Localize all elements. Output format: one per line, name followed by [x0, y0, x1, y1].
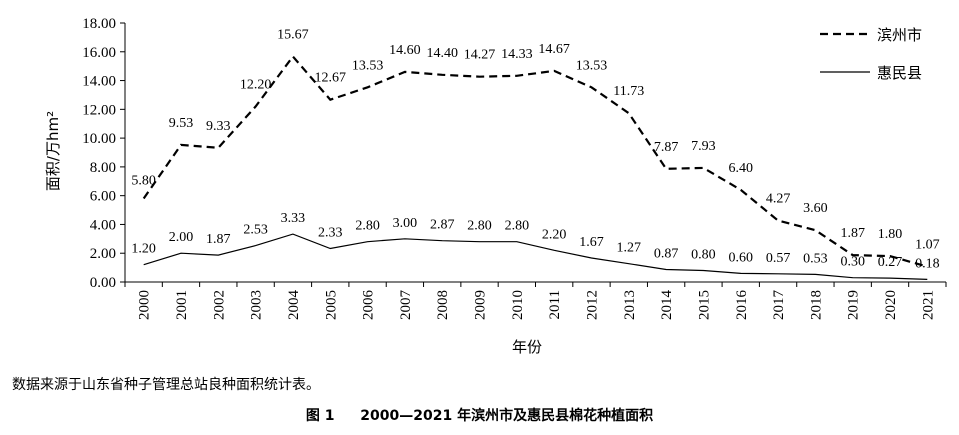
data-label-binzhou: 14.40 [426, 46, 458, 61]
data-label-binzhou: 1.80 [878, 227, 903, 242]
source-note: 数据来源于山东省种子管理总站良种面积统计表。 [12, 377, 320, 393]
data-label-huimin: 2.80 [505, 219, 530, 234]
x-tick-label: 2002 [211, 290, 227, 320]
data-label-binzhou: 14.27 [464, 48, 496, 63]
x-tick-label: 2000 [137, 290, 153, 320]
data-label-binzhou: 9.33 [206, 119, 231, 134]
x-tick-label: 2004 [286, 290, 302, 321]
data-label-binzhou: 12.20 [240, 77, 272, 92]
line-chart: 0.00 2.00 4.00 6.00 8.00 10.00 12.00 14.00 16.00… [44, 16, 947, 356]
y-tick-label: 2.00 [90, 246, 116, 262]
data-label-huimin: 3.33 [281, 211, 306, 226]
data-label-binzhou: 14.60 [389, 43, 421, 58]
data-label-huimin: 2.20 [542, 227, 567, 242]
data-label-huimin: 0.30 [840, 255, 865, 270]
y-axis-title: 面积/万hm² [44, 111, 62, 191]
x-axis-ticks: 2000 2001 2002 2003 2004 2005 2006 2007 2008 2009… [124, 282, 947, 321]
data-label-huimin: 0.87 [654, 246, 679, 261]
data-label-huimin: 0.80 [691, 247, 716, 262]
y-tick-label: 10.00 [82, 131, 116, 147]
y-axis-ticks: 0.00 2.00 4.00 6.00 8.00 10.00 12.00 14.00 16.00… [82, 16, 125, 291]
y-tick-label: 0.00 [90, 275, 116, 291]
data-label-binzhou: 13.53 [352, 58, 384, 73]
data-label-huimin: 2.80 [467, 219, 492, 234]
data-label-huimin: 1.20 [131, 242, 156, 257]
y-tick-label: 4.00 [90, 217, 116, 233]
data-label-huimin: 1.67 [579, 235, 604, 250]
data-label-binzhou: 1.07 [915, 238, 940, 253]
y-tick-label: 14.00 [82, 74, 116, 90]
y-tick-label: 8.00 [90, 160, 116, 176]
x-tick-label: 2021 [920, 290, 936, 320]
data-label-huimin: 0.27 [878, 255, 903, 270]
data-label-binzhou: 14.67 [538, 42, 570, 57]
caption-text: 2000—2021 年滨州市及惠民县棉花种植面积 [360, 408, 654, 424]
x-tick-label: 2008 [435, 290, 451, 320]
y-tick-label: 18.00 [82, 16, 116, 32]
x-tick-label: 2005 [323, 290, 339, 320]
data-label-huimin: 0.18 [915, 256, 940, 271]
x-tick-label: 2007 [398, 290, 414, 321]
x-tick-label: 2012 [584, 290, 600, 320]
x-tick-label: 2003 [249, 290, 265, 320]
data-label-binzhou: 11.73 [613, 84, 644, 99]
y-tick-label: 12.00 [82, 102, 116, 118]
chart-axes [124, 23, 946, 283]
x-tick-label: 2017 [771, 290, 787, 321]
x-tick-label: 2016 [734, 290, 750, 321]
caption-number: 图 1 [305, 408, 335, 424]
x-tick-label: 2020 [883, 290, 899, 320]
data-label-huimin: 1.27 [617, 241, 642, 256]
y-tick-label: 6.00 [90, 189, 116, 205]
data-label-binzhou: 4.27 [766, 192, 791, 207]
data-label-binzhou: 5.80 [131, 174, 156, 189]
x-axis-title: 年份 [512, 338, 542, 356]
legend-label: 滨州市 [877, 26, 922, 44]
data-label-huimin: 2.00 [169, 230, 194, 245]
data-label-huimin: 2.80 [355, 219, 380, 234]
x-tick-label: 2014 [659, 290, 675, 321]
series-line-binzhou [142, 54, 928, 268]
data-label-binzhou: 15.67 [277, 28, 309, 43]
figure-caption: 图 1 2000—2021 年滨州市及惠民县棉花种植面积 [0, 405, 959, 425]
data-label-huimin: 1.87 [206, 232, 231, 247]
x-tick-label: 2015 [696, 290, 712, 320]
data-labels: 5.80 9.53 9.33 12.20 15.67 12.67 13.53 14.60 14.… [131, 28, 939, 272]
data-label-binzhou: 12.67 [315, 71, 347, 86]
data-label-binzhou: 7.93 [691, 139, 716, 154]
x-tick-label: 2018 [808, 290, 824, 320]
data-label-huimin: 2.53 [243, 223, 268, 238]
x-tick-label: 2011 [547, 290, 563, 319]
data-label-binzhou: 9.53 [169, 116, 194, 131]
data-label-binzhou: 14.33 [501, 47, 533, 62]
data-label-binzhou: 1.87 [840, 226, 865, 241]
data-label-huimin: 2.87 [430, 218, 455, 233]
x-tick-label: 2006 [361, 290, 377, 321]
data-label-binzhou: 13.53 [576, 58, 608, 73]
data-label-huimin: 3.00 [393, 216, 418, 231]
data-label-huimin: 2.33 [318, 225, 343, 240]
series-lines [142, 54, 928, 280]
x-tick-label: 2010 [510, 290, 526, 320]
x-tick-label: 2013 [622, 290, 638, 320]
x-tick-label: 2001 [174, 290, 190, 320]
y-tick-label: 16.00 [82, 45, 116, 61]
x-tick-label: 2019 [846, 290, 862, 320]
data-label-huimin: 0.57 [766, 251, 791, 266]
x-tick-label: 2009 [473, 290, 489, 320]
legend-label: 惠民县 [877, 64, 922, 82]
data-label-huimin: 0.53 [803, 251, 828, 266]
data-label-binzhou: 6.40 [729, 161, 754, 176]
data-label-binzhou: 3.60 [803, 201, 828, 216]
series-line-huimin [143, 233, 928, 280]
data-label-binzhou: 7.87 [654, 140, 679, 155]
data-label-huimin: 0.60 [729, 250, 754, 265]
